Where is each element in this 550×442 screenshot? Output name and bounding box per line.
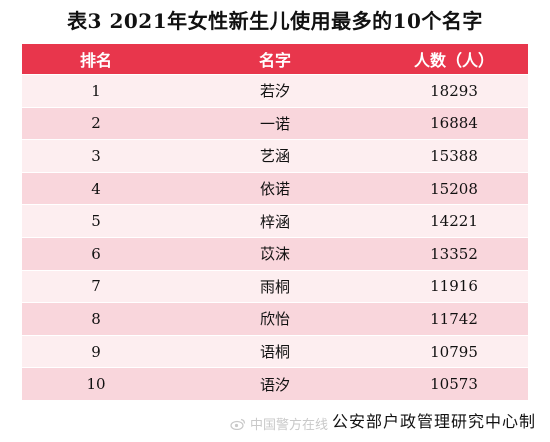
count-cell: 10795 (430, 342, 478, 361)
table-row: 9 语桐 10795 (22, 335, 528, 369)
name-cell: 依诺 (259, 180, 290, 199)
rank-cell: 1 (91, 81, 101, 100)
count-cell: 15388 (430, 146, 478, 165)
name-cell: 艺涵 (259, 147, 290, 166)
table-row: 2 一诺 16884 (22, 107, 528, 141)
count-cell: 18293 (430, 81, 478, 100)
table-row: 10 语汐 10573 (22, 368, 528, 401)
name-cell: 雨桐 (259, 277, 290, 296)
weibo-icon (230, 418, 246, 430)
table-row: 5 梓涵 14221 (22, 205, 528, 238)
rank-cell: 10 (86, 375, 106, 394)
watermark-text: 中国警方在线 (250, 418, 329, 433)
count-cell: 10573 (430, 375, 478, 394)
rank-cell: 6 (91, 244, 101, 263)
rank-cell: 2 (91, 114, 101, 133)
header-rank: 排名 (79, 51, 112, 70)
table-row: 7 雨桐 11916 (22, 270, 528, 304)
header-count: 人数（人） (413, 51, 494, 70)
table-row: 6 苡沫 13352 (22, 237, 528, 271)
count-cell: 11742 (430, 309, 478, 328)
name-cell: 语汐 (259, 375, 290, 394)
rank-cell: 9 (91, 342, 101, 361)
rank-cell: 8 (91, 309, 101, 328)
count-cell: 11916 (430, 277, 478, 296)
table-row: 3 艺涵 15388 (22, 140, 528, 173)
page-title: 表3 2021年女性新生儿使用最多的10个名字 (67, 9, 483, 33)
name-cell: 若汐 (259, 82, 290, 101)
name-cell: 苡沫 (259, 245, 290, 264)
table-row: 1 若汐 18293 (22, 75, 528, 108)
rank-cell: 3 (91, 146, 101, 165)
header-name: 名字 (258, 51, 291, 70)
name-cell: 一诺 (259, 114, 290, 133)
count-cell: 15208 (430, 179, 478, 198)
source-credit: 公安部户政管理研究中心制 (331, 412, 536, 431)
rank-cell: 4 (91, 179, 101, 198)
names-table: 排名 名字 人数（人） 1 若汐 18293 2 一诺 16884 3 艺涵 1… (22, 44, 528, 401)
name-cell: 梓涵 (259, 212, 290, 231)
rank-cell: 5 (91, 212, 101, 231)
count-cell: 14221 (430, 212, 478, 231)
table-row: 8 欣怡 11742 (22, 303, 528, 336)
name-cell: 欣怡 (259, 310, 290, 329)
watermark: 中国警方在线 (230, 414, 328, 433)
rank-cell: 7 (91, 277, 101, 296)
table-row: 4 依诺 15208 (22, 172, 528, 206)
count-cell: 13352 (430, 244, 478, 263)
count-cell: 16884 (430, 114, 478, 133)
table-header-row: 排名 名字 人数（人） (22, 44, 528, 75)
name-cell: 语桐 (259, 343, 290, 362)
footer: 中国警方在线 公安部户政管理研究中心制 (0, 404, 550, 438)
